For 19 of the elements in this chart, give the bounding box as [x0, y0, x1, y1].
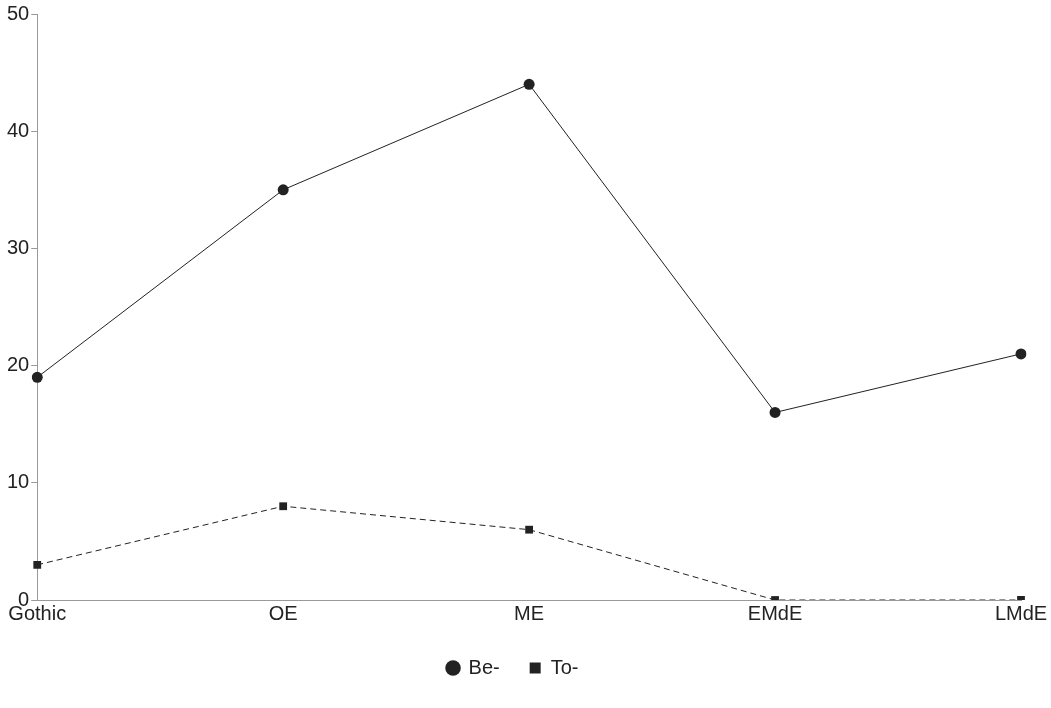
- x-tick-label: ME: [514, 601, 545, 624]
- point: [525, 525, 534, 534]
- y-tick-label: 40: [7, 118, 30, 141]
- point: [769, 406, 781, 418]
- y-tick-label: 30: [7, 235, 30, 258]
- point: [277, 184, 289, 196]
- y-tick-label: 20: [7, 353, 30, 376]
- point: [279, 502, 288, 511]
- y-tick-label: 50: [7, 1, 30, 24]
- x-tick-label: EMdE: [747, 601, 803, 624]
- y-tick-label: 10: [7, 470, 30, 493]
- legend-label: To-: [550, 655, 579, 678]
- legend-label: Be-: [468, 655, 500, 678]
- point: [33, 560, 42, 569]
- x-tick-label: LMdE: [994, 601, 1048, 624]
- point: [523, 78, 535, 90]
- x-tick-label: OE: [268, 601, 298, 624]
- point: [31, 371, 43, 383]
- point: [1015, 348, 1027, 360]
